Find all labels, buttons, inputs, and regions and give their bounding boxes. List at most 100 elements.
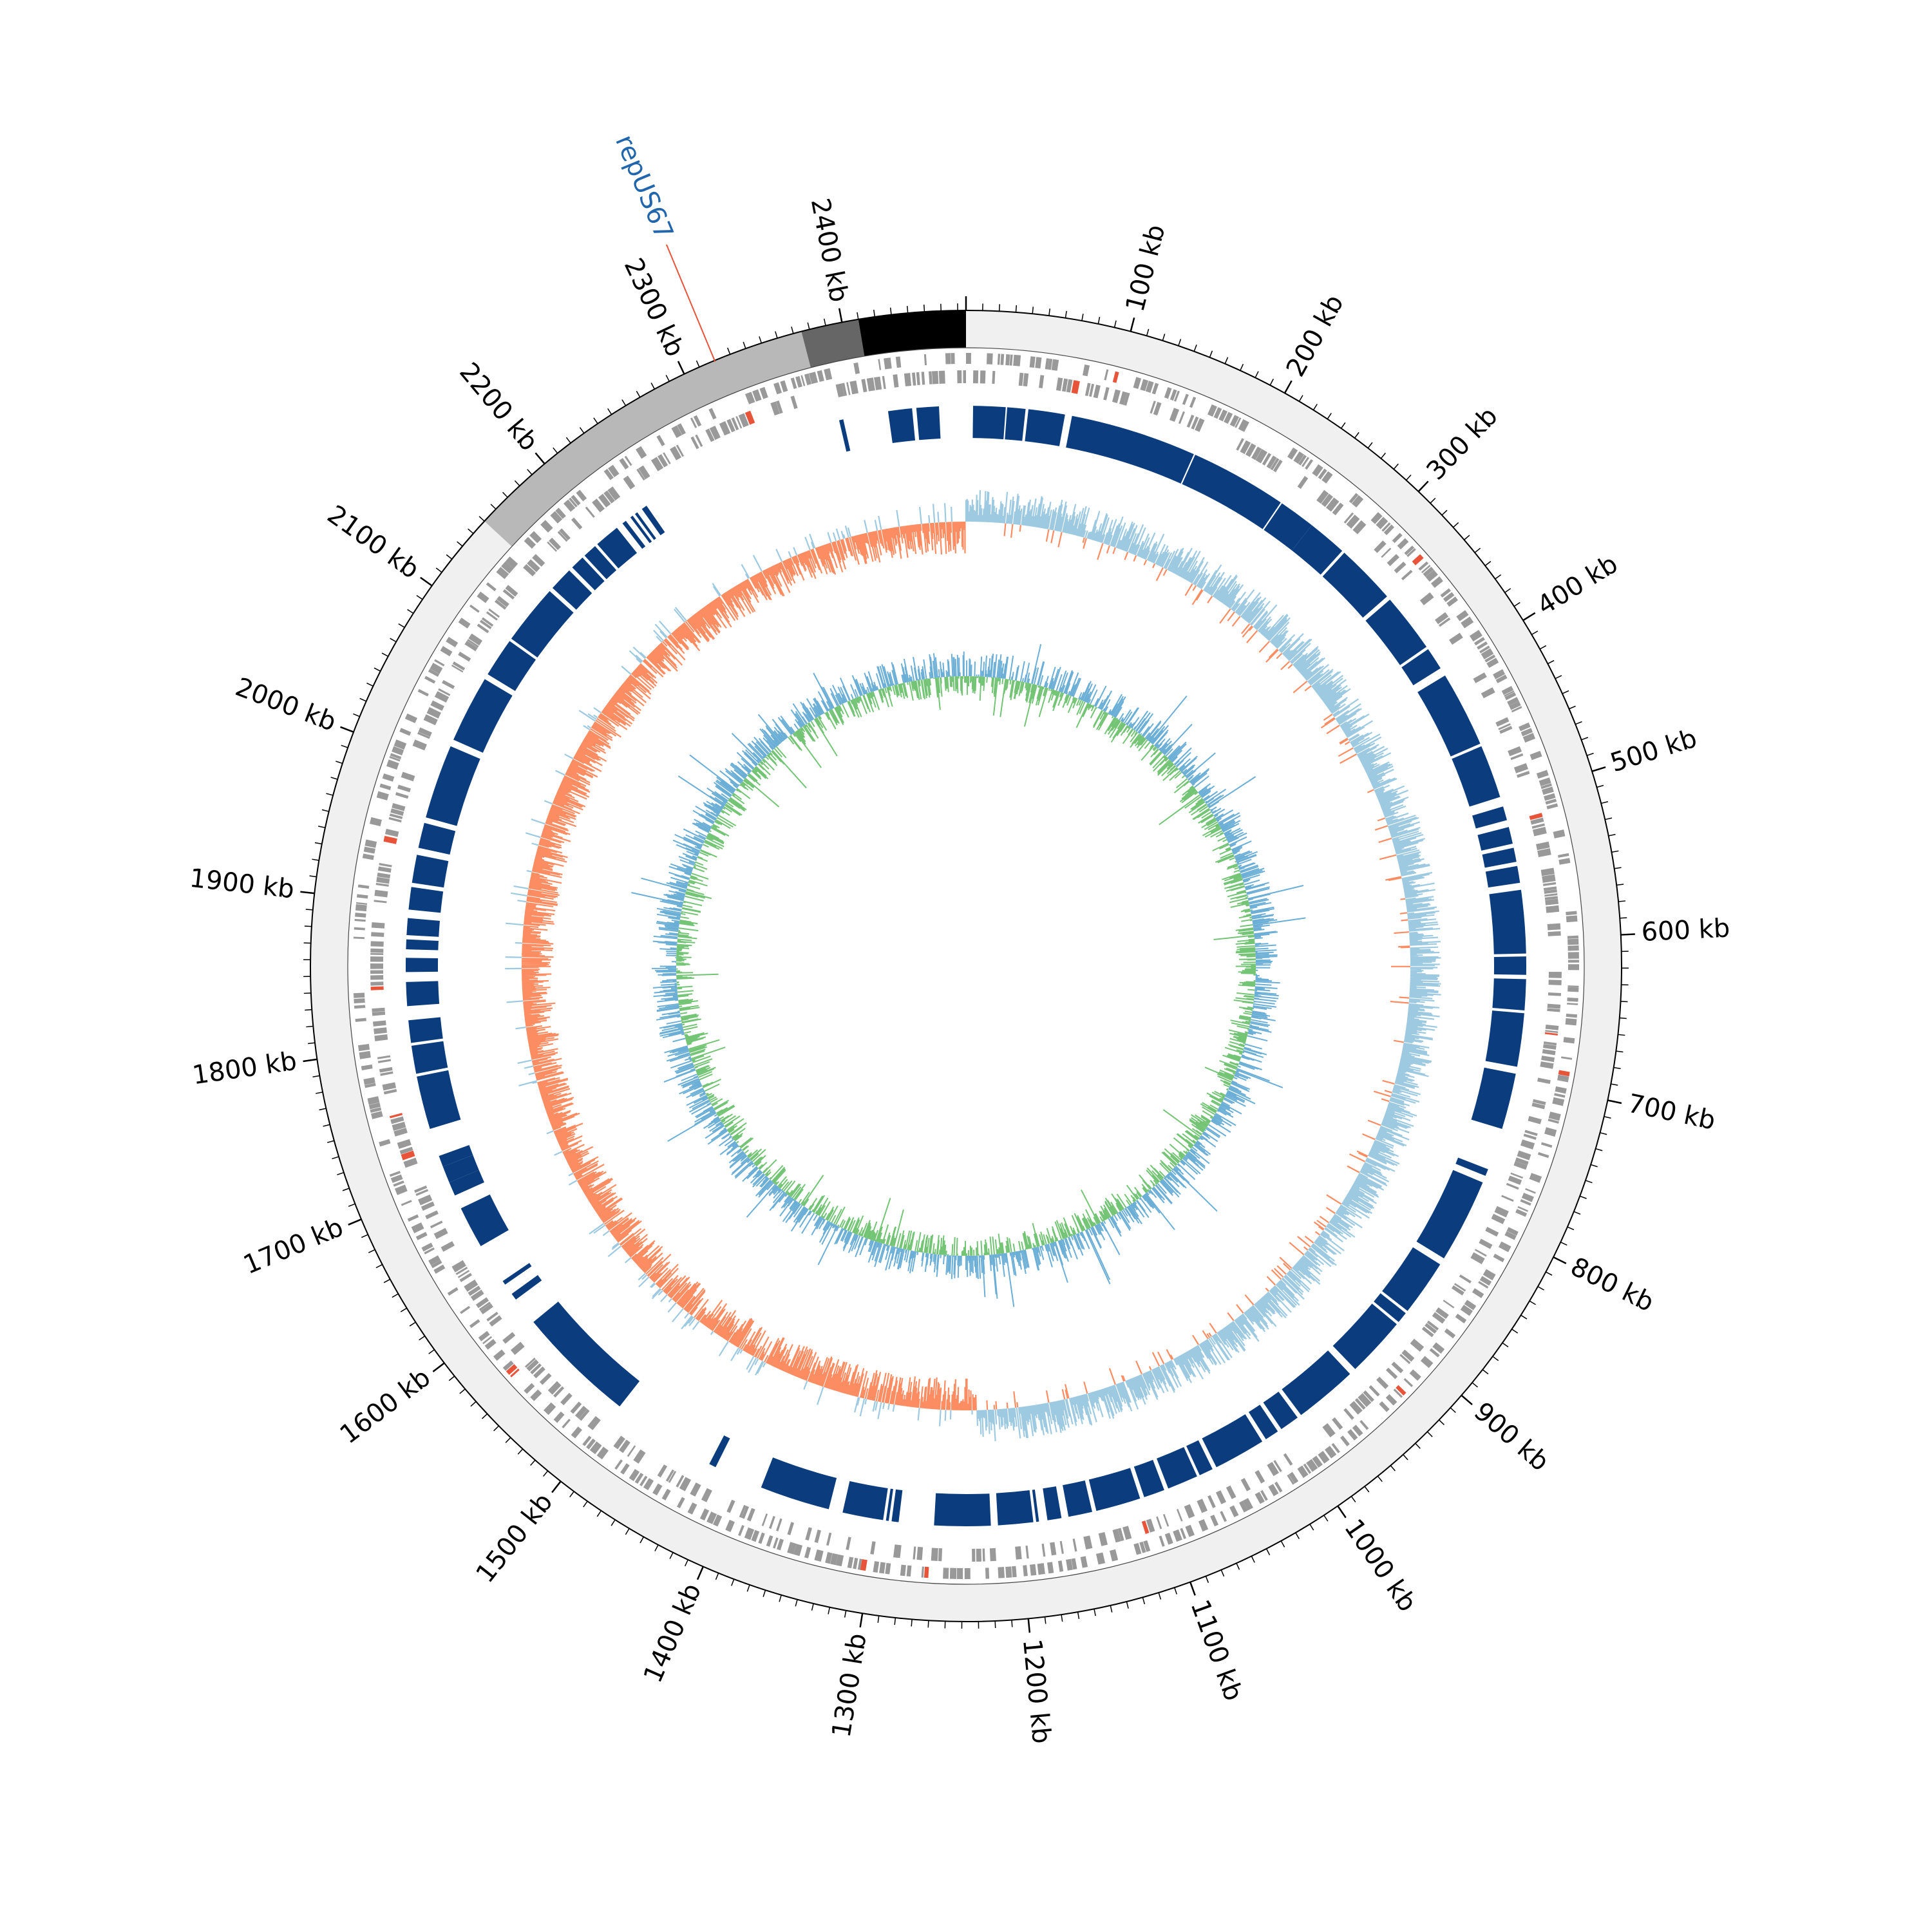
gene-feature bbox=[1312, 1455, 1323, 1468]
gene-feature bbox=[526, 1359, 539, 1372]
gene-feature bbox=[713, 1514, 723, 1527]
gene-feature bbox=[1403, 1378, 1414, 1387]
blast-hit-segment bbox=[1025, 409, 1065, 446]
tick-label: 100 kb bbox=[1121, 222, 1171, 315]
gene-feature bbox=[1318, 1450, 1330, 1464]
gene-feature bbox=[1567, 1003, 1578, 1005]
minor-tick bbox=[807, 322, 810, 330]
blast-hit-track bbox=[406, 406, 1526, 1526]
minor-tick bbox=[1340, 422, 1346, 429]
gene-feature bbox=[787, 1542, 797, 1555]
gene-feature bbox=[1461, 616, 1474, 629]
gene-feature bbox=[1479, 645, 1490, 654]
minor-tick bbox=[906, 305, 909, 314]
gene-feature bbox=[603, 490, 615, 504]
gene-feature bbox=[464, 640, 478, 652]
gene-feature bbox=[849, 380, 859, 395]
minor-tick bbox=[873, 309, 876, 317]
gene-feature bbox=[1051, 359, 1059, 371]
gene-feature bbox=[1435, 612, 1449, 625]
minor-tick bbox=[911, 1619, 913, 1627]
gene-feature bbox=[1426, 1320, 1439, 1331]
gene-feature bbox=[1401, 1349, 1415, 1362]
minor-tick bbox=[1495, 574, 1501, 580]
major-tick bbox=[677, 361, 685, 375]
minor-tick bbox=[1569, 705, 1576, 710]
gene-feature bbox=[469, 1319, 480, 1329]
blast-hit-segment bbox=[630, 515, 652, 544]
blast-hit-segment bbox=[1263, 1391, 1298, 1430]
gene-feature bbox=[744, 392, 755, 404]
gene-feature bbox=[587, 1416, 601, 1430]
gene-feature bbox=[477, 623, 489, 634]
gene-feature bbox=[1517, 770, 1530, 778]
gene-feature bbox=[1520, 1199, 1531, 1206]
gene-feature bbox=[870, 1541, 876, 1555]
gene-feature bbox=[386, 759, 399, 770]
gene-feature bbox=[1525, 1188, 1536, 1194]
gene-feature bbox=[1122, 1526, 1132, 1540]
blast-hit-segment bbox=[552, 570, 592, 610]
minor-tick bbox=[1511, 1329, 1519, 1334]
minor-tick bbox=[1502, 1342, 1509, 1348]
gene-feature bbox=[985, 1567, 990, 1579]
gene-feature bbox=[938, 1548, 943, 1562]
blast-hit-segment bbox=[449, 1170, 484, 1196]
gene-feature bbox=[1303, 1463, 1312, 1474]
gene-feature bbox=[480, 1303, 493, 1314]
gene-feature bbox=[1238, 419, 1249, 432]
gene-feature bbox=[505, 556, 518, 569]
gene-feature bbox=[574, 1405, 587, 1419]
gene-feature bbox=[835, 383, 845, 397]
gene-feature bbox=[619, 458, 629, 469]
minor-tick bbox=[1193, 345, 1197, 352]
minor-tick bbox=[1529, 1300, 1536, 1305]
gene-feature bbox=[1513, 1160, 1528, 1170]
gene-feature bbox=[1495, 674, 1508, 683]
gene-feature bbox=[532, 554, 545, 567]
gene-feature bbox=[365, 839, 377, 848]
gene-feature bbox=[529, 531, 542, 544]
gene-feature bbox=[393, 1180, 404, 1187]
gene-feature bbox=[1143, 1540, 1151, 1552]
gene-feature bbox=[790, 395, 798, 410]
gene-feature bbox=[1515, 1157, 1529, 1166]
minor-tick bbox=[1595, 1148, 1603, 1151]
gene-feature bbox=[497, 596, 509, 607]
gene-feature bbox=[1563, 1037, 1575, 1044]
gene-feature bbox=[1133, 377, 1142, 390]
blast-hit-segment bbox=[1133, 1459, 1164, 1497]
gene-feature bbox=[1432, 1312, 1446, 1324]
major-tick bbox=[1607, 1099, 1622, 1104]
gene-feature bbox=[775, 400, 783, 414]
gene-feature bbox=[1530, 817, 1544, 825]
gene-feature bbox=[475, 1297, 489, 1309]
blast-hit-segment bbox=[453, 679, 513, 753]
minor-tick bbox=[1441, 509, 1448, 516]
gene-feature bbox=[1529, 813, 1543, 820]
minor-tick bbox=[390, 638, 397, 643]
gene-feature bbox=[677, 1497, 685, 1508]
minor-tick bbox=[583, 1501, 588, 1508]
gene-feature bbox=[562, 1418, 571, 1428]
gene-feature bbox=[1325, 497, 1340, 512]
minor-tick bbox=[478, 516, 485, 522]
blast-hit-segment bbox=[1493, 956, 1526, 975]
minor-tick bbox=[1110, 1605, 1113, 1613]
gene-feature bbox=[636, 446, 647, 459]
gene-feature bbox=[389, 813, 403, 819]
gene-feature bbox=[1349, 493, 1359, 504]
gene-feature bbox=[401, 772, 415, 782]
blast-hit-segment bbox=[584, 545, 617, 580]
gene-feature bbox=[373, 1020, 386, 1027]
gene-feature bbox=[533, 1366, 545, 1379]
minor-tick bbox=[1406, 474, 1412, 481]
gene-feature bbox=[1464, 1300, 1477, 1311]
gene-feature bbox=[677, 423, 687, 435]
gene-feature bbox=[1501, 686, 1514, 696]
gene-feature bbox=[1072, 1539, 1077, 1552]
blast-hit-segment bbox=[1063, 1480, 1092, 1517]
gene-feature bbox=[614, 1459, 623, 1470]
minor-tick bbox=[1548, 659, 1555, 665]
gene-feature bbox=[502, 1360, 514, 1371]
